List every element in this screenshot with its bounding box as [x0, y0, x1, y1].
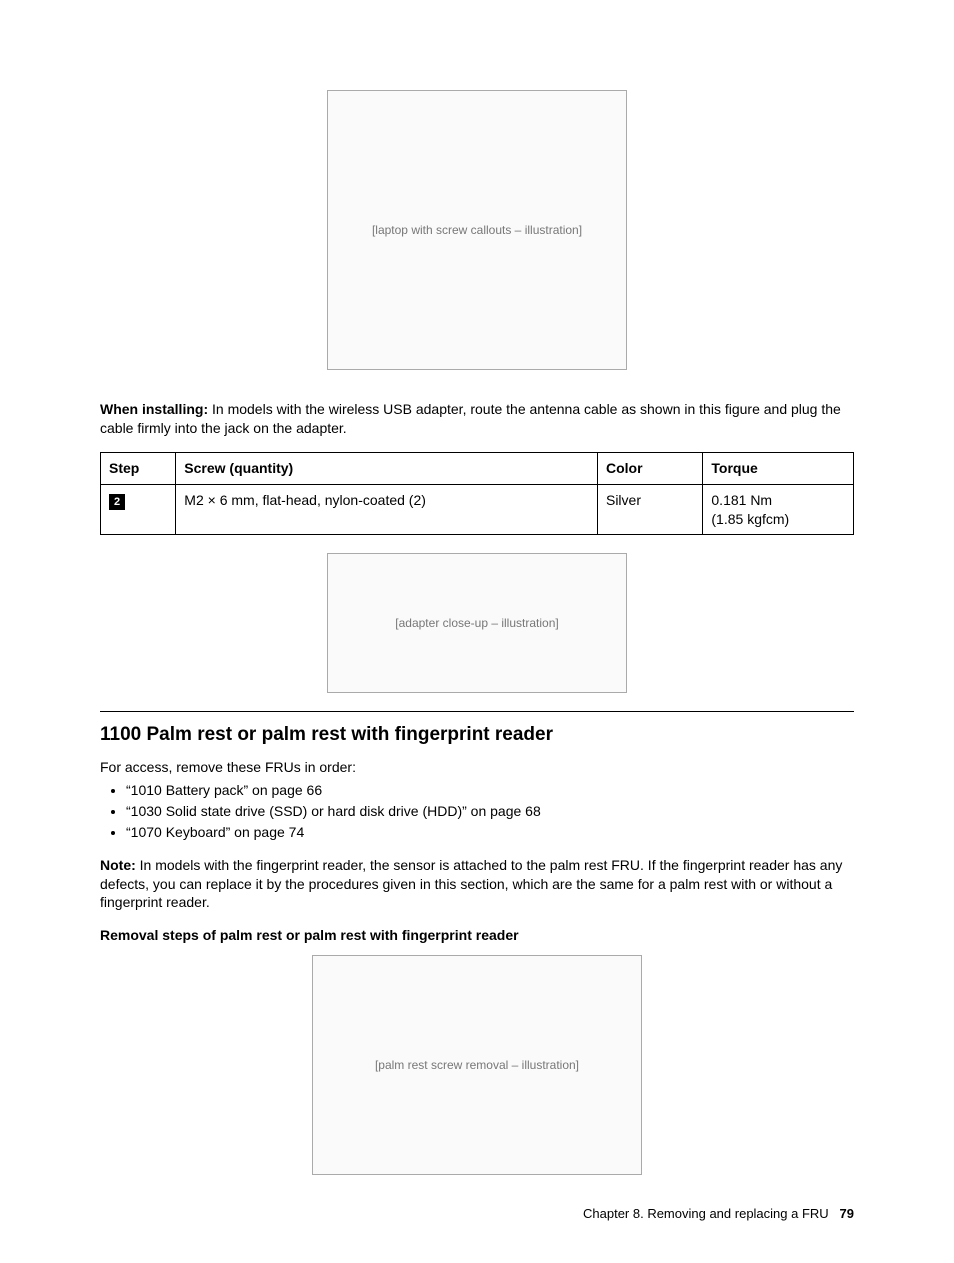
- torque-line2: (1.85 kgfcm): [711, 511, 789, 527]
- cell-screw: M2 × 6 mm, flat-head, nylon-coated (2): [176, 484, 598, 535]
- section-divider: [100, 711, 854, 712]
- install-note-text: In models with the wireless USB adapter,…: [100, 401, 841, 436]
- cell-step: 2: [101, 484, 176, 535]
- note-paragraph: Note: In models with the fingerprint rea…: [100, 856, 854, 913]
- col-header-step: Step: [101, 452, 176, 484]
- col-header-color: Color: [597, 452, 702, 484]
- screw-spec-table: Step Screw (quantity) Color Torque 2 M2 …: [100, 452, 854, 536]
- col-header-torque: Torque: [703, 452, 854, 484]
- col-header-screw: Screw (quantity): [176, 452, 598, 484]
- page-footer: Chapter 8. Removing and replacing a FRU …: [100, 1205, 854, 1223]
- table-row: 2 M2 × 6 mm, flat-head, nylon-coated (2)…: [101, 484, 854, 535]
- access-intro: For access, remove these FRUs in order:: [100, 758, 854, 777]
- note-text: In models with the fingerprint reader, t…: [100, 857, 842, 911]
- figure-palmrest-screws: [palm rest screw removal – illustration]: [312, 955, 642, 1175]
- torque-line1: 0.181 Nm: [711, 492, 772, 508]
- note-label: Note:: [100, 857, 136, 873]
- step-badge: 2: [109, 494, 125, 510]
- install-note-label: When installing:: [100, 401, 208, 417]
- removal-subheading: Removal steps of palm rest or palm rest …: [100, 926, 854, 945]
- table-header-row: Step Screw (quantity) Color Torque: [101, 452, 854, 484]
- list-item: “1070 Keyboard” on page 74: [126, 823, 854, 842]
- figure-laptop-screws: [laptop with screw callouts – illustrati…: [327, 90, 627, 370]
- list-item: “1010 Battery pack” on page 66: [126, 781, 854, 800]
- cell-torque: 0.181 Nm (1.85 kgfcm): [703, 484, 854, 535]
- fru-list: “1010 Battery pack” on page 66 “1030 Sol…: [120, 781, 854, 842]
- list-item: “1030 Solid state drive (SSD) or hard di…: [126, 802, 854, 821]
- install-note-paragraph: When installing: In models with the wire…: [100, 400, 854, 438]
- footer-page-number: 79: [840, 1206, 854, 1221]
- cell-color: Silver: [597, 484, 702, 535]
- section-heading: 1100 Palm rest or palm rest with fingerp…: [100, 722, 854, 748]
- footer-chapter: Chapter 8. Removing and replacing a FRU: [583, 1206, 829, 1221]
- figure-adapter-closeup: [adapter close-up – illustration]: [327, 553, 627, 693]
